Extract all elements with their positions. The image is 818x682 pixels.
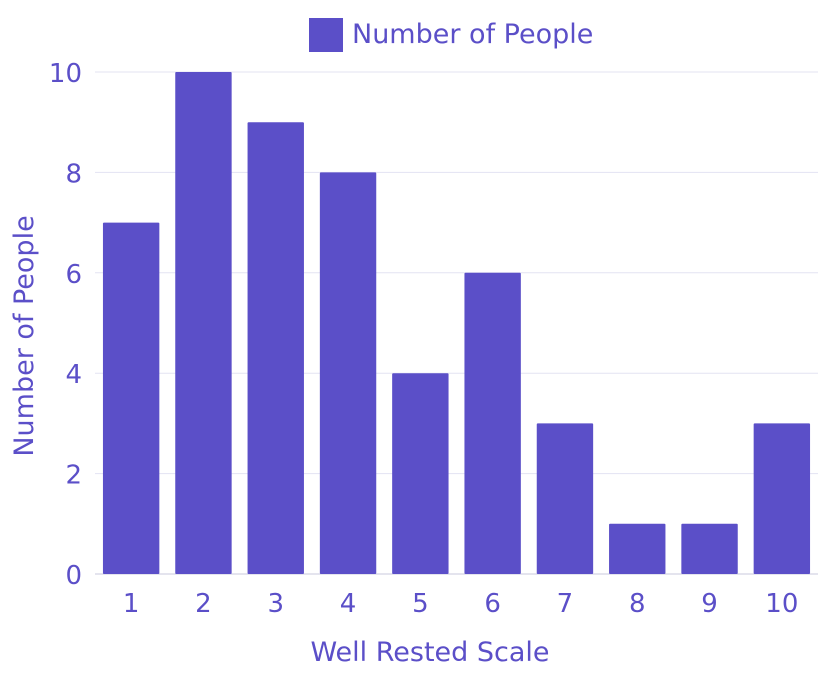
bar-1	[102, 222, 160, 574]
x-tick-label: 8	[629, 589, 646, 619]
bars	[102, 72, 811, 574]
bar-2	[175, 72, 232, 574]
y-tick-label: 2	[65, 461, 82, 491]
x-tick-label: 5	[412, 589, 429, 619]
y-axis-label: Number of People	[9, 215, 40, 456]
x-axis-label: Well Rested Scale	[310, 637, 549, 668]
x-tick-label: 6	[484, 589, 501, 619]
y-tick-label: 8	[65, 159, 82, 189]
y-tick-label: 6	[65, 260, 82, 290]
y-tick-label: 4	[65, 360, 82, 390]
x-tick-label: 10	[765, 589, 798, 619]
legend-swatch	[309, 18, 343, 52]
legend-label: Number of People	[352, 19, 593, 50]
x-tick-label: 9	[701, 589, 718, 619]
bar-4	[319, 172, 377, 574]
y-axis-ticks: 0 2 4 6 8 10	[49, 59, 82, 591]
y-tick-label: 0	[65, 561, 82, 591]
bar-10	[753, 423, 811, 574]
bar-7	[536, 423, 594, 574]
bar-5	[392, 373, 449, 574]
x-tick-label: 3	[267, 589, 284, 619]
legend: Number of People	[309, 18, 593, 52]
y-tick-label: 10	[49, 59, 82, 89]
x-tick-label: 4	[340, 589, 357, 619]
x-axis-ticks: 1 2 3 4 5 6 7 8 9 10	[123, 589, 799, 619]
bar-8	[609, 523, 666, 574]
x-tick-label: 1	[123, 589, 140, 619]
x-tick-label: 2	[195, 589, 212, 619]
bar-9	[681, 523, 738, 574]
bar-3	[247, 122, 304, 574]
x-tick-label: 7	[557, 589, 574, 619]
bar-6	[464, 272, 521, 574]
